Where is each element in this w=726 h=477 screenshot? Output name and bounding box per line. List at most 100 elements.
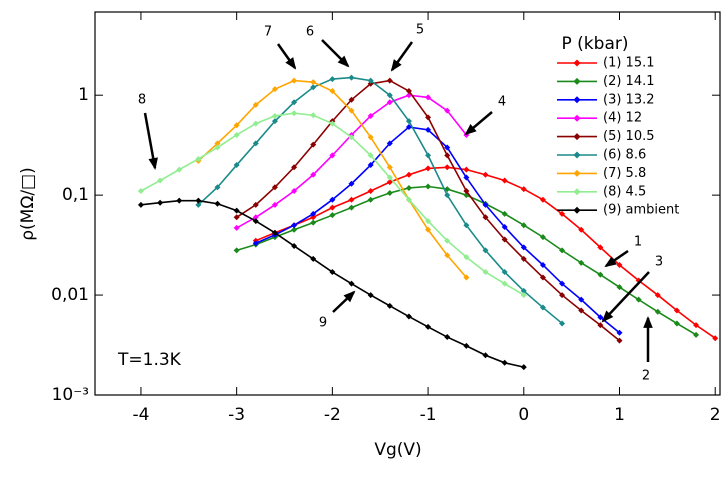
x-axis-label: Vg(V) (374, 440, 421, 460)
x-tick-label: -3 (228, 405, 245, 425)
data-point (348, 107, 355, 114)
data-point (310, 141, 317, 148)
arrow-head (604, 256, 617, 268)
data-point (482, 352, 489, 359)
x-tick-label: -1 (420, 405, 437, 425)
data-point (405, 313, 412, 320)
data-point (310, 255, 317, 262)
data-point (578, 226, 585, 233)
data-point (501, 177, 508, 184)
data-point (348, 134, 355, 141)
data-point (463, 174, 470, 181)
data-point (482, 269, 489, 276)
data-point (386, 190, 393, 197)
data-point (310, 79, 317, 86)
data-point (597, 322, 604, 329)
data-point (425, 114, 432, 121)
data-point (501, 359, 508, 366)
data-point (271, 86, 278, 93)
x-tick-label: 1 (614, 405, 625, 425)
arrow-label: 1 (634, 235, 642, 250)
data-point (310, 214, 317, 221)
data-point (348, 74, 355, 81)
data-point (386, 179, 393, 186)
data-point (444, 164, 451, 171)
data-point (425, 152, 432, 159)
data-point (310, 210, 317, 217)
legend-marker (573, 133, 581, 141)
data-point (233, 207, 240, 214)
y-tick-label: 0,1 (62, 185, 89, 205)
plot-frame (94, 11, 721, 396)
legend-marker (573, 151, 581, 159)
data-point (310, 112, 317, 119)
data-point (501, 223, 508, 230)
data-point (367, 187, 374, 194)
legend-label: (9) ambient (603, 203, 679, 218)
data-point (233, 122, 240, 129)
data-point (712, 335, 719, 342)
legend-label: (2) 14.1 (603, 74, 655, 89)
legend-marker (573, 169, 581, 177)
data-point (405, 118, 412, 125)
data-point (233, 214, 240, 221)
data-point (539, 304, 546, 311)
data-point (252, 201, 259, 208)
data-point (291, 99, 298, 106)
data-point (367, 162, 374, 169)
data-point (405, 171, 412, 178)
data-point (444, 152, 451, 159)
data-point (559, 292, 566, 299)
data-point (137, 201, 144, 208)
data-point (386, 164, 393, 171)
data-point (654, 308, 661, 315)
data-point (348, 96, 355, 103)
data-point (693, 331, 700, 338)
data-point (329, 88, 336, 95)
arrow-head (337, 55, 350, 68)
data-point (520, 222, 527, 229)
data-point (444, 192, 451, 199)
data-point (329, 204, 336, 211)
legend-marker (573, 206, 581, 214)
data-point (501, 280, 508, 287)
data-point (214, 200, 221, 207)
data-point (616, 329, 623, 336)
data-point (405, 184, 412, 191)
data-point (444, 334, 451, 341)
data-point (444, 144, 451, 151)
x-tick-label: 0 (518, 405, 529, 425)
data-point (329, 152, 336, 159)
legend-marker (573, 188, 581, 196)
data-point (673, 307, 680, 314)
data-point (271, 201, 278, 208)
data-point (578, 307, 585, 314)
arrow-label: 2 (642, 369, 650, 384)
data-point (310, 171, 317, 178)
data-point (501, 236, 508, 243)
arrow-label: 8 (138, 93, 146, 108)
data-point (520, 255, 527, 262)
data-point (463, 274, 470, 281)
data-point (425, 165, 432, 172)
data-point (578, 296, 585, 303)
data-point (157, 199, 164, 206)
data-point (271, 118, 278, 125)
arrow-label: 6 (306, 25, 314, 40)
data-point (463, 187, 470, 194)
x-tick-label: 2 (710, 405, 721, 425)
data-point (367, 134, 374, 141)
data-point (137, 187, 144, 194)
data-point (348, 204, 355, 211)
data-point (616, 337, 623, 344)
data-point (252, 218, 259, 225)
data-point (386, 302, 393, 309)
data-point (405, 196, 412, 203)
data-point (616, 284, 623, 291)
data-point (310, 84, 317, 91)
data-point (233, 247, 240, 254)
legend-marker (573, 77, 581, 85)
data-point (673, 320, 680, 327)
arrow-head (601, 310, 614, 323)
